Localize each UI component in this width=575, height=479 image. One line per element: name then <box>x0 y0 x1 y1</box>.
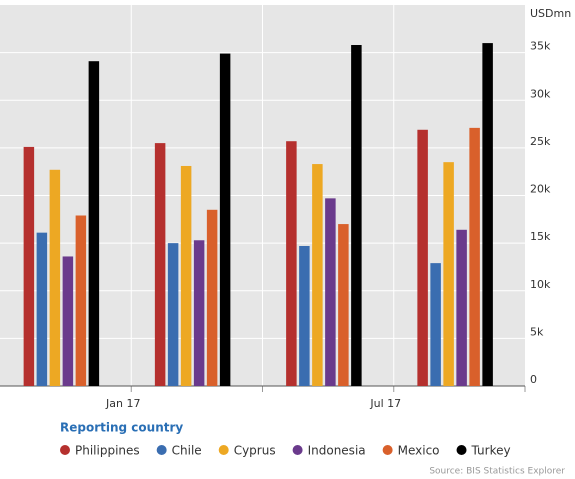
bar <box>325 198 336 386</box>
bar <box>482 43 493 386</box>
legend-label: Cyprus <box>234 444 276 458</box>
x-tick-label: Jul 17 <box>369 397 401 410</box>
bar <box>23 146 35 386</box>
legend-title: Reporting country <box>60 421 183 435</box>
legend-marker <box>382 445 393 455</box>
source: Source: BIS Statistics Explorer <box>429 467 565 477</box>
y-tick-label: 5k <box>530 325 544 338</box>
bar <box>36 232 48 386</box>
legend-label: Chile <box>172 444 202 458</box>
bar <box>193 240 205 386</box>
legend-label: Philippines <box>75 444 140 458</box>
y-tick-label: 0 <box>530 373 537 386</box>
bar <box>180 165 192 386</box>
bar <box>167 243 179 386</box>
y-tick-label: 30k <box>530 87 551 100</box>
bar <box>456 229 467 386</box>
bar <box>75 215 87 386</box>
y-tick-label: 10k <box>530 278 551 291</box>
legend-label: Mexico <box>398 444 440 458</box>
bar <box>417 129 428 386</box>
y-tick-label: 35k <box>530 40 551 53</box>
bar <box>469 127 480 386</box>
legend-marker <box>292 445 303 455</box>
bar <box>286 141 297 386</box>
bar <box>88 61 100 386</box>
bar <box>62 256 74 386</box>
bar <box>443 162 454 386</box>
legend-marker <box>156 445 167 455</box>
bar <box>299 245 310 386</box>
legend-marker <box>218 445 229 455</box>
bar <box>154 143 166 386</box>
bar <box>206 209 218 386</box>
bar <box>49 169 61 386</box>
y-tick-label: 15k <box>530 230 551 243</box>
bar <box>312 164 323 386</box>
legend-marker <box>60 445 70 455</box>
x-tick-label: Jan 17 <box>105 397 140 410</box>
y-axis-label: USDmn <box>530 7 571 20</box>
legend-label: Turkey <box>471 444 511 458</box>
y-tick-label: 25k <box>530 135 551 148</box>
bar <box>338 224 349 386</box>
bar <box>219 53 231 386</box>
bar <box>351 45 362 386</box>
y-tick-label: 20k <box>530 183 551 196</box>
legend-label: Indonesia <box>308 444 366 458</box>
legend-marker <box>456 445 467 455</box>
bar <box>430 263 441 386</box>
